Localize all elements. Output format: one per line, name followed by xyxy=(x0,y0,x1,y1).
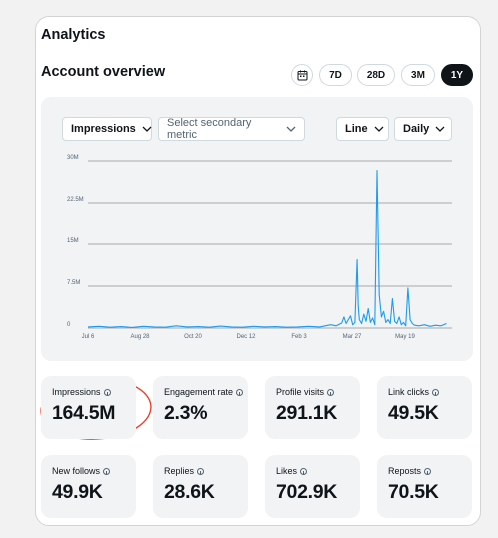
chevron-down-icon xyxy=(286,126,296,132)
primary-metric-dropdown[interactable]: Impressions xyxy=(62,117,152,141)
info-icon[interactable] xyxy=(300,467,308,475)
stat-value: 49.5K xyxy=(388,402,439,424)
x-tick-label: May 19 xyxy=(395,334,415,340)
stat-value: 49.9K xyxy=(52,481,103,503)
stat-value: 291.1K xyxy=(276,402,338,424)
range-3m-button[interactable]: 3M xyxy=(401,64,435,86)
stat-engagement-rate[interactable]: Engagement rate 2.3% xyxy=(153,376,248,439)
range-7d-button[interactable]: 7D xyxy=(319,64,352,86)
calendar-button[interactable] xyxy=(291,64,313,86)
info-icon[interactable] xyxy=(197,467,205,475)
section-title: Account overview xyxy=(41,64,166,80)
y-tick-label: 7.5M xyxy=(67,280,81,286)
stat-label: Replies xyxy=(164,466,195,476)
info-icon[interactable] xyxy=(432,388,440,396)
stat-value: 164.5M xyxy=(52,402,116,424)
stat-value: 70.5K xyxy=(388,481,439,503)
y-tick-label: 15M xyxy=(67,238,79,244)
stat-profile-visits[interactable]: Profile visits 291.1K xyxy=(265,376,360,439)
stat-replies[interactable]: Replies 28.6K xyxy=(153,455,248,518)
stat-impressions[interactable]: Impressions 164.5M xyxy=(41,376,136,439)
stat-value: 702.9K xyxy=(276,481,338,503)
secondary-metric-dropdown[interactable]: Select secondary metric xyxy=(158,117,305,141)
interval-dropdown[interactable]: Daily xyxy=(394,117,452,141)
x-tick-label: Mar 27 xyxy=(342,334,362,340)
stat-value: 2.3% xyxy=(164,402,208,424)
info-icon[interactable] xyxy=(424,467,432,475)
y-tick-label: 30M xyxy=(67,155,79,161)
impressions-line-chart xyxy=(40,160,452,440)
stat-new-follows[interactable]: New follows 49.9K xyxy=(41,455,136,518)
x-tick-label: Oct 20 xyxy=(184,334,202,340)
stat-label: New follows xyxy=(52,466,101,476)
info-icon[interactable] xyxy=(103,467,111,475)
interval-label: Daily xyxy=(403,123,430,135)
y-tick-label: 0 xyxy=(67,322,71,328)
chart-type-label: Line xyxy=(345,123,368,135)
range-28d-button[interactable]: 28D xyxy=(357,64,395,86)
info-icon[interactable] xyxy=(327,388,335,396)
primary-metric-label: Impressions xyxy=(71,123,136,135)
x-tick-label: Feb 3 xyxy=(291,334,307,340)
stat-likes[interactable]: Likes 702.9K xyxy=(265,455,360,518)
stat-label: Likes xyxy=(276,466,298,476)
secondary-metric-placeholder: Select secondary metric xyxy=(167,117,252,141)
impressions-series-line xyxy=(87,169,447,328)
range-1y-button[interactable]: 1Y xyxy=(441,64,473,86)
info-icon[interactable] xyxy=(236,388,244,396)
stat-reposts[interactable]: Reposts 70.5K xyxy=(377,455,472,518)
stat-label: Profile visits xyxy=(276,387,325,397)
calendar-icon xyxy=(297,70,308,81)
y-tick-label: 22.5M xyxy=(67,197,84,203)
grid-lines xyxy=(88,160,452,329)
stat-value: 28.6K xyxy=(164,481,215,503)
stat-label: Link clicks xyxy=(388,387,430,397)
stat-label: Impressions xyxy=(52,387,101,397)
page-title: Analytics xyxy=(41,27,106,43)
x-tick-label: Jul 6 xyxy=(81,334,95,340)
chart-panel xyxy=(41,97,473,361)
info-icon[interactable] xyxy=(103,388,111,396)
stat-link-clicks[interactable]: Link clicks 49.5K xyxy=(377,376,472,439)
chevron-down-icon xyxy=(142,126,152,132)
analytics-card: Analytics Account overview 7D 28D 3M 1Y … xyxy=(35,16,481,526)
stat-label: Engagement rate xyxy=(164,387,234,397)
chevron-down-icon xyxy=(435,126,445,132)
stat-label: Reposts xyxy=(388,466,422,476)
chevron-down-icon xyxy=(374,126,384,132)
x-tick-label: Dec 12 xyxy=(236,334,256,340)
x-tick-label: Aug 28 xyxy=(130,334,150,340)
chart-type-dropdown[interactable]: Line xyxy=(336,117,389,141)
